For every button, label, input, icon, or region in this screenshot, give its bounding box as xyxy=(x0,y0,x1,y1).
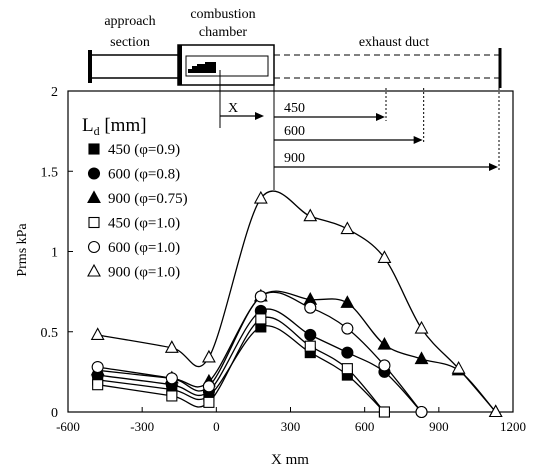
data-point-series-6 xyxy=(340,221,355,235)
approach-section-label-line1: approach xyxy=(104,14,155,29)
data-point-series-2 xyxy=(304,328,317,342)
data-point-series-6 xyxy=(164,340,179,353)
data-point-series-4 xyxy=(255,313,267,325)
legend: Ld [mm] 450 (φ=0.9) 600 (φ=0.8) 900 (φ=0.7… xyxy=(82,115,188,281)
data-point-series-6 xyxy=(90,327,105,341)
data-point-series-3 xyxy=(414,351,429,365)
data-point-series-3 xyxy=(340,295,355,308)
legend-label-2: 600 (φ=0.8) xyxy=(108,167,180,183)
data-point-series-6 xyxy=(253,190,268,204)
legend-label-1: 450 (φ=0.9) xyxy=(108,142,180,158)
x-tick-label: 0 xyxy=(213,419,220,434)
data-point-series-2 xyxy=(341,346,354,359)
x-tick-label: 900 xyxy=(429,419,449,434)
data-point-series-5 xyxy=(415,405,428,419)
flame-holder xyxy=(188,62,216,73)
series-line-3 xyxy=(97,290,497,413)
data-point-series-5 xyxy=(91,361,104,374)
axes-ticks: -600 -300 0 300 600 900 1200 0 0.5 1 1.5 2 xyxy=(41,85,527,434)
legend-marker-4 xyxy=(88,216,100,229)
duct-length-arrows: 450 600 900 xyxy=(274,88,500,171)
data-point-series-6 xyxy=(303,208,318,222)
legend-label-4: 450 (φ=1.0) xyxy=(108,216,180,232)
y-tick-label: 1 xyxy=(51,246,58,261)
x-tick-label: -300 xyxy=(130,419,154,434)
duct-length-label-900: 900 xyxy=(284,151,305,166)
plot-area: -600 -300 0 300 600 900 1200 0 0.5 1 1.5 2 xyxy=(41,85,527,434)
data-point-series-4 xyxy=(341,363,353,375)
data-point-series-6 xyxy=(201,349,216,363)
combustion-chamber-box xyxy=(177,44,275,86)
data-point-series-6 xyxy=(451,361,466,374)
legend-label-6: 900 (φ=1.0) xyxy=(108,265,180,281)
legend-label-5: 600 (φ=1.0) xyxy=(108,240,180,256)
y-tick-label: 0 xyxy=(51,406,58,421)
x-tick-label: -600 xyxy=(56,419,80,434)
x-axis-title: X mm xyxy=(271,452,309,468)
duct-length-label-450: 450 xyxy=(284,101,305,116)
duct-length-label-600: 600 xyxy=(284,124,305,139)
y-tick-label: 0.5 xyxy=(41,326,59,341)
data-point-series-5 xyxy=(304,301,317,314)
x-arrow-label: X xyxy=(228,101,238,116)
data-point-series-4 xyxy=(203,396,215,408)
legend-label-3: 900 (φ=0.75) xyxy=(108,191,188,207)
combustion-chamber-inner xyxy=(185,55,269,77)
approach-section-label-line2: section xyxy=(110,35,150,50)
data-point-series-3 xyxy=(377,336,392,350)
series-line-1 xyxy=(97,325,385,413)
data-point-series-5 xyxy=(202,380,215,393)
legend-marker-6 xyxy=(87,263,101,277)
x-tick-label: 1200 xyxy=(500,419,526,434)
data-point-series-5 xyxy=(341,322,354,335)
x-tick-label: 600 xyxy=(355,419,375,434)
x-axis-arrowhead xyxy=(255,112,264,120)
y-tick-label: 1.5 xyxy=(41,165,59,180)
data-point-series-4 xyxy=(92,379,104,391)
data-point-series-5 xyxy=(165,372,178,385)
y-tick-label: 2 xyxy=(51,85,58,100)
legend-marker-5 xyxy=(87,240,101,254)
series-line-4 xyxy=(97,316,385,413)
data-point-series-5 xyxy=(254,290,267,303)
legend-marker-1 xyxy=(88,143,100,155)
legend-marker-3 xyxy=(87,190,101,204)
x-tick-label: 300 xyxy=(281,419,301,434)
data-point-series-4 xyxy=(304,340,316,352)
duct-arrowhead-600 xyxy=(413,136,423,144)
duct-arrowhead-450 xyxy=(376,113,385,121)
legend-marker-2 xyxy=(87,167,101,180)
data-point-series-4 xyxy=(166,390,178,402)
legend-title: Ld [mm] xyxy=(82,115,147,138)
legend-items: 450 (φ=0.9) 600 (φ=0.8) 900 (φ=0.75) 450 (φ… xyxy=(87,142,188,281)
exhaust-duct-label: exhaust duct xyxy=(359,35,429,50)
combustion-chamber-label-line2: chamber xyxy=(199,25,248,40)
duct-arrowhead-900 xyxy=(489,163,498,171)
data-point-series-6 xyxy=(488,404,503,418)
data-point-series-5 xyxy=(378,359,391,372)
data-point-series-4 xyxy=(378,406,390,418)
apparatus-schematic: approach section combustion chamber exha… xyxy=(88,7,502,190)
data-point-series-6 xyxy=(414,320,429,334)
y-axis-title: Prms kPa xyxy=(15,223,30,277)
series-markers xyxy=(90,190,503,419)
data-point-series-6 xyxy=(377,250,392,263)
combustion-chamber-label-line1: combustion xyxy=(190,7,255,22)
